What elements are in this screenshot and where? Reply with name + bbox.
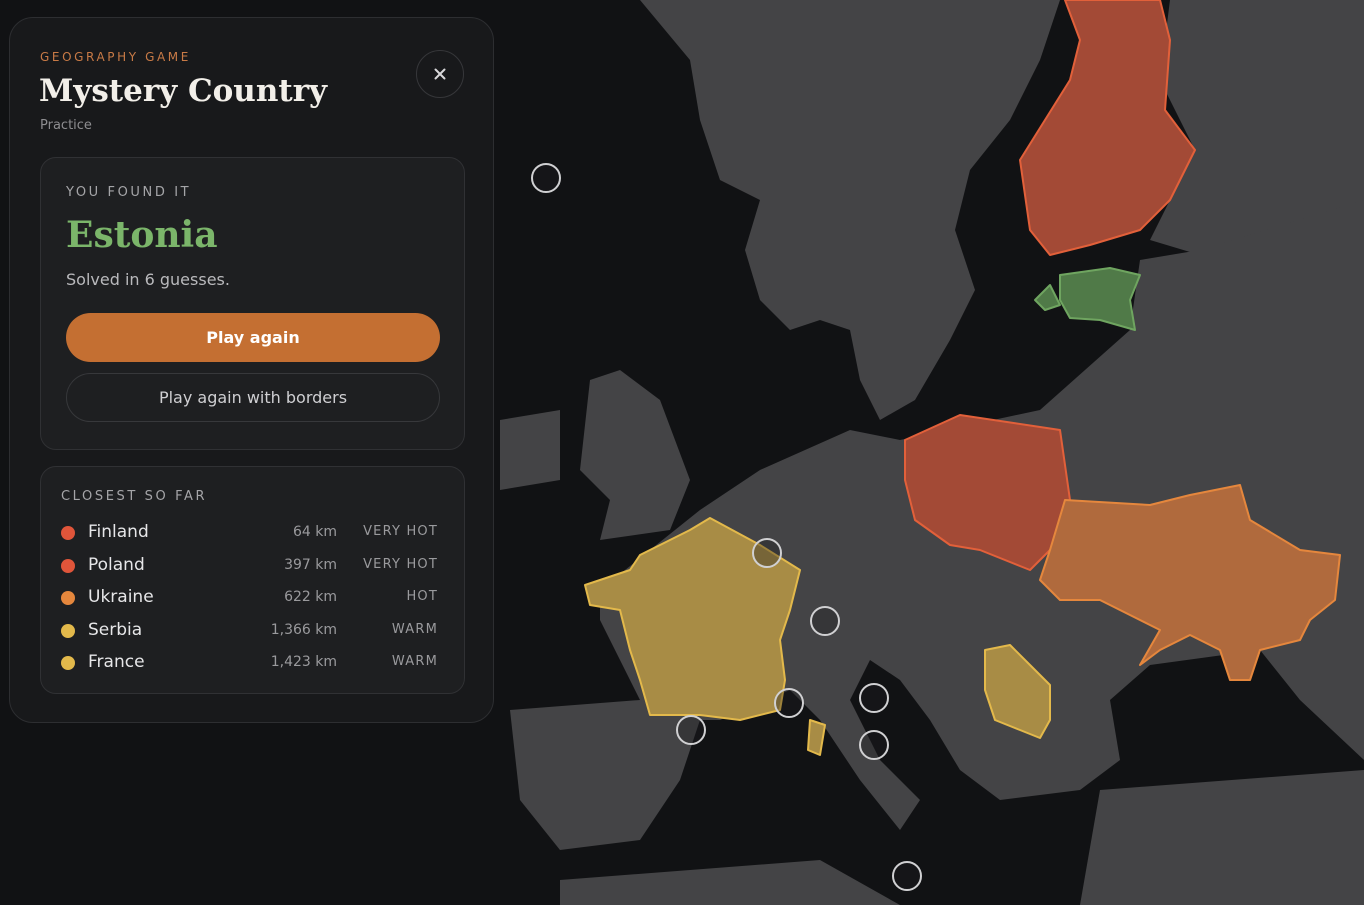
guess-name: France — [88, 652, 145, 672]
eyebrow: GEOGRAPHY GAME — [40, 50, 191, 64]
play-again-button[interactable]: Play again — [66, 313, 440, 362]
estonia-shape[interactable] — [1034, 267, 1141, 331]
guess-distance: 622 km — [284, 589, 337, 605]
heat-dot — [61, 591, 75, 605]
marker[interactable] — [859, 683, 889, 713]
guess-heat: WARM — [391, 621, 438, 637]
marker[interactable] — [752, 538, 782, 568]
guess-name: Serbia — [88, 619, 143, 640]
guess-name: Poland — [88, 554, 145, 575]
finland-shape[interactable] — [1019, 0, 1196, 256]
close-button[interactable] — [416, 50, 464, 98]
heat-dot — [61, 623, 75, 638]
marker[interactable] — [531, 163, 561, 193]
guess-heat: VERY HOT — [363, 556, 438, 572]
guess-distance: 397 km — [284, 556, 337, 573]
guess-name: Finland — [88, 522, 149, 542]
guess-name: Ukraine — [88, 587, 154, 607]
play-again-borders-button[interactable]: Play again with borders — [66, 373, 440, 422]
heat-dot — [61, 558, 75, 573]
marker[interactable] — [892, 861, 922, 891]
guess-row: Poland 397 km VERY HOT — [61, 554, 441, 578]
ukraine-shape[interactable] — [1039, 484, 1341, 681]
guess-row: Finland 64 km VERY HOT — [61, 521, 441, 545]
guess-row: Serbia 1,366 km WARM — [61, 619, 441, 643]
guess-distance: 1,366 km — [270, 621, 337, 638]
guess-distance: 1,423 km — [270, 654, 337, 670]
heat-dot — [61, 526, 75, 540]
mode: Practice — [40, 118, 92, 133]
marker[interactable] — [859, 730, 889, 760]
guess-distance: 64 km — [292, 524, 337, 540]
guessed-countries — [584, 0, 1341, 756]
close-icon — [434, 68, 446, 80]
markers — [531, 163, 922, 891]
marker[interactable] — [810, 606, 840, 636]
guess-row: Ukraine 622 km HOT — [61, 586, 441, 610]
closest-label: CLOSEST SO FAR — [61, 489, 208, 504]
france-shape[interactable] — [584, 517, 826, 756]
guess-heat: HOT — [406, 589, 438, 604]
guess-heat: VERY HOT — [363, 524, 438, 539]
result-summary: Solved in 6 guesses. — [66, 270, 230, 289]
result-label: YOU FOUND IT — [66, 185, 192, 200]
game-panel: GEOGRAPHY GAME Mystery Country Practice … — [9, 17, 494, 723]
guess-row: France 1,423 km WARM — [61, 651, 441, 675]
closest-card: CLOSEST SO FAR Finland 64 km VERY HOT Polan… — [40, 466, 465, 694]
result-card: YOU FOUND IT Estonia Solved in 6 guesses… — [40, 157, 465, 450]
result-country: Estonia — [66, 214, 218, 256]
guess-heat: WARM — [391, 654, 438, 669]
poland-shape[interactable] — [904, 414, 1071, 571]
marker[interactable] — [774, 688, 804, 718]
heat-dot — [61, 656, 75, 670]
title: Mystery Country — [39, 73, 328, 109]
serbia-shape[interactable] — [984, 644, 1051, 739]
marker[interactable] — [676, 715, 706, 745]
